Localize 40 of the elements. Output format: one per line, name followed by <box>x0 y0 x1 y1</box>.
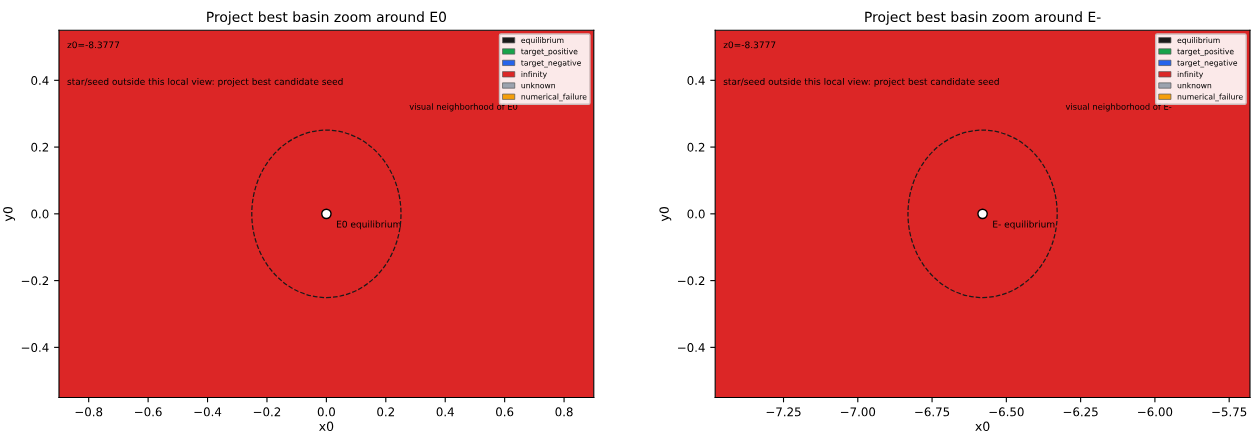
x-tick-label: 0.8 <box>555 407 573 417</box>
x-axis-title: x0 <box>319 421 334 432</box>
y-tick-label: −0.4 <box>21 343 49 353</box>
x-tick-label: −0.6 <box>135 407 162 417</box>
y-tick-label: 0.2 <box>687 142 705 152</box>
y-tick-label: −0.2 <box>21 276 49 286</box>
annotation: star/seed outside this local view: project best candidate seed <box>723 77 999 87</box>
x-tick-label: −7.00 <box>840 407 876 417</box>
x-tick-label: −0.4 <box>194 407 222 417</box>
chart-title: Project best basin zoom around E- <box>865 11 1101 25</box>
annotation: E0 equilibrium <box>336 220 401 230</box>
y-tick-label: 0.0 <box>31 209 49 219</box>
x-tick-label: −6.25 <box>1063 407 1098 417</box>
x-axis-title: x0 <box>975 421 990 432</box>
x-tick-label: 0.0 <box>317 407 335 417</box>
x-tick-label: −6.75 <box>915 407 950 417</box>
y-axis-title: y0 <box>3 207 16 222</box>
x-tick-label: 0.6 <box>496 407 514 417</box>
y-tick-label: 0.2 <box>31 142 49 152</box>
y-tick-label: 0.4 <box>687 76 705 85</box>
x-tick-label: −6.50 <box>989 407 1024 417</box>
annotation: visual neighborhood of E0 <box>409 103 518 112</box>
x-tick-label: −5.75 <box>1212 407 1247 417</box>
annotation: E- equilibrium <box>993 220 1055 230</box>
chart-title: Project best basin zoom around E0 <box>207 11 447 25</box>
y-tick-label: −0.2 <box>678 276 705 286</box>
x-tick-label: −0.2 <box>253 407 281 417</box>
y-tick-label: 0.0 <box>687 209 705 219</box>
y-tick-label: 0.4 <box>31 76 49 85</box>
annotation: z0=-8.3777 <box>67 41 120 49</box>
annotation: visual neighborhood of E- <box>1065 103 1172 112</box>
y-tick-label: −0.4 <box>678 343 705 353</box>
x-tick-label: −0.8 <box>75 407 103 417</box>
x-tick-label: 0.2 <box>377 407 395 417</box>
annotation: z0=-8.3777 <box>723 41 776 49</box>
y-axis-title: y0 <box>659 207 672 222</box>
x-tick-label: 0.4 <box>436 407 454 417</box>
x-tick-label: −7.25 <box>766 407 801 417</box>
x-tick-label: −6.00 <box>1138 407 1173 417</box>
annotation: star/seed outside this local view: project best candidate seed <box>67 77 343 87</box>
